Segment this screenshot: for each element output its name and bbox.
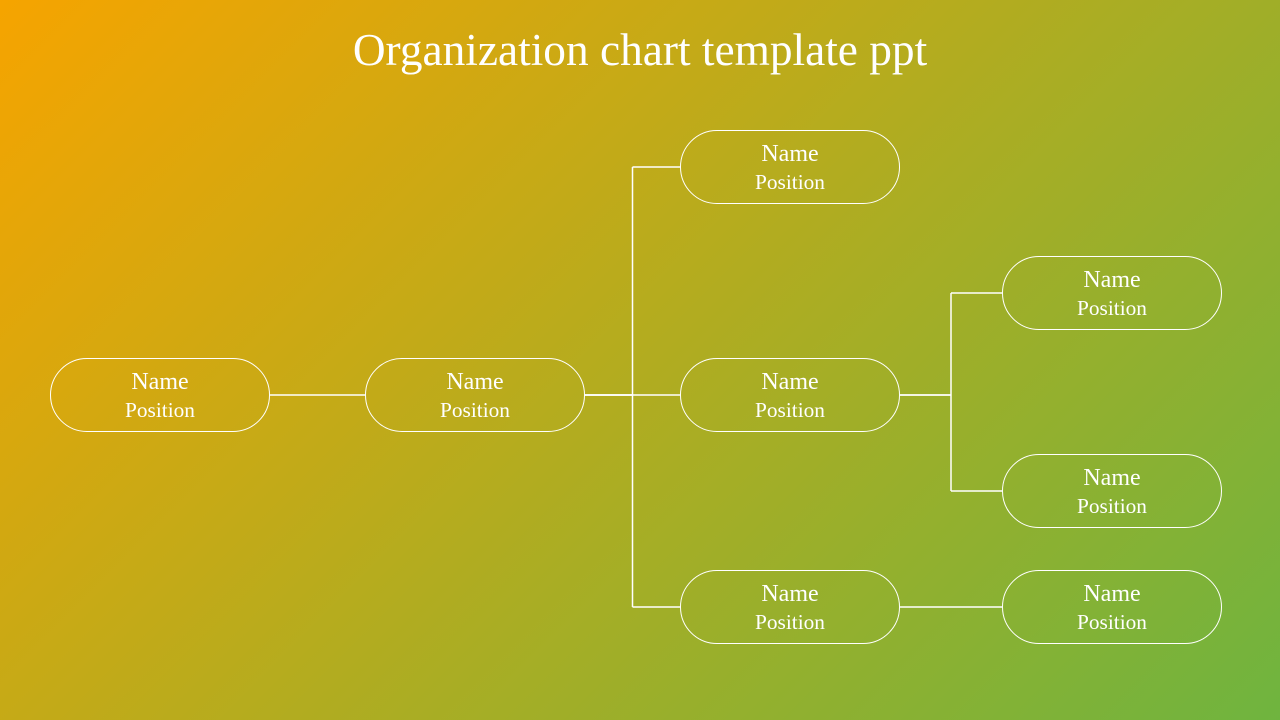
org-node: NamePosition (1002, 570, 1222, 644)
org-node-name: Name (761, 579, 818, 609)
org-node-name: Name (1083, 463, 1140, 493)
org-node-position: Position (755, 169, 825, 196)
org-node: NamePosition (50, 358, 270, 432)
org-node-position: Position (1077, 493, 1147, 520)
org-node-name: Name (131, 367, 188, 397)
org-node-name: Name (446, 367, 503, 397)
org-node-position: Position (1077, 295, 1147, 322)
org-node-name: Name (1083, 579, 1140, 609)
org-node-position: Position (755, 397, 825, 424)
slide: Organization chart template ppt NamePosi… (0, 0, 1280, 720)
org-node: NamePosition (680, 358, 900, 432)
org-node-position: Position (440, 397, 510, 424)
org-node: NamePosition (1002, 454, 1222, 528)
org-node: NamePosition (365, 358, 585, 432)
org-node-name: Name (761, 367, 818, 397)
org-node-name: Name (1083, 265, 1140, 295)
org-node-name: Name (761, 139, 818, 169)
org-node: NamePosition (680, 570, 900, 644)
org-node: NamePosition (680, 130, 900, 204)
org-node: NamePosition (1002, 256, 1222, 330)
org-node-position: Position (1077, 609, 1147, 636)
org-node-position: Position (755, 609, 825, 636)
org-node-position: Position (125, 397, 195, 424)
